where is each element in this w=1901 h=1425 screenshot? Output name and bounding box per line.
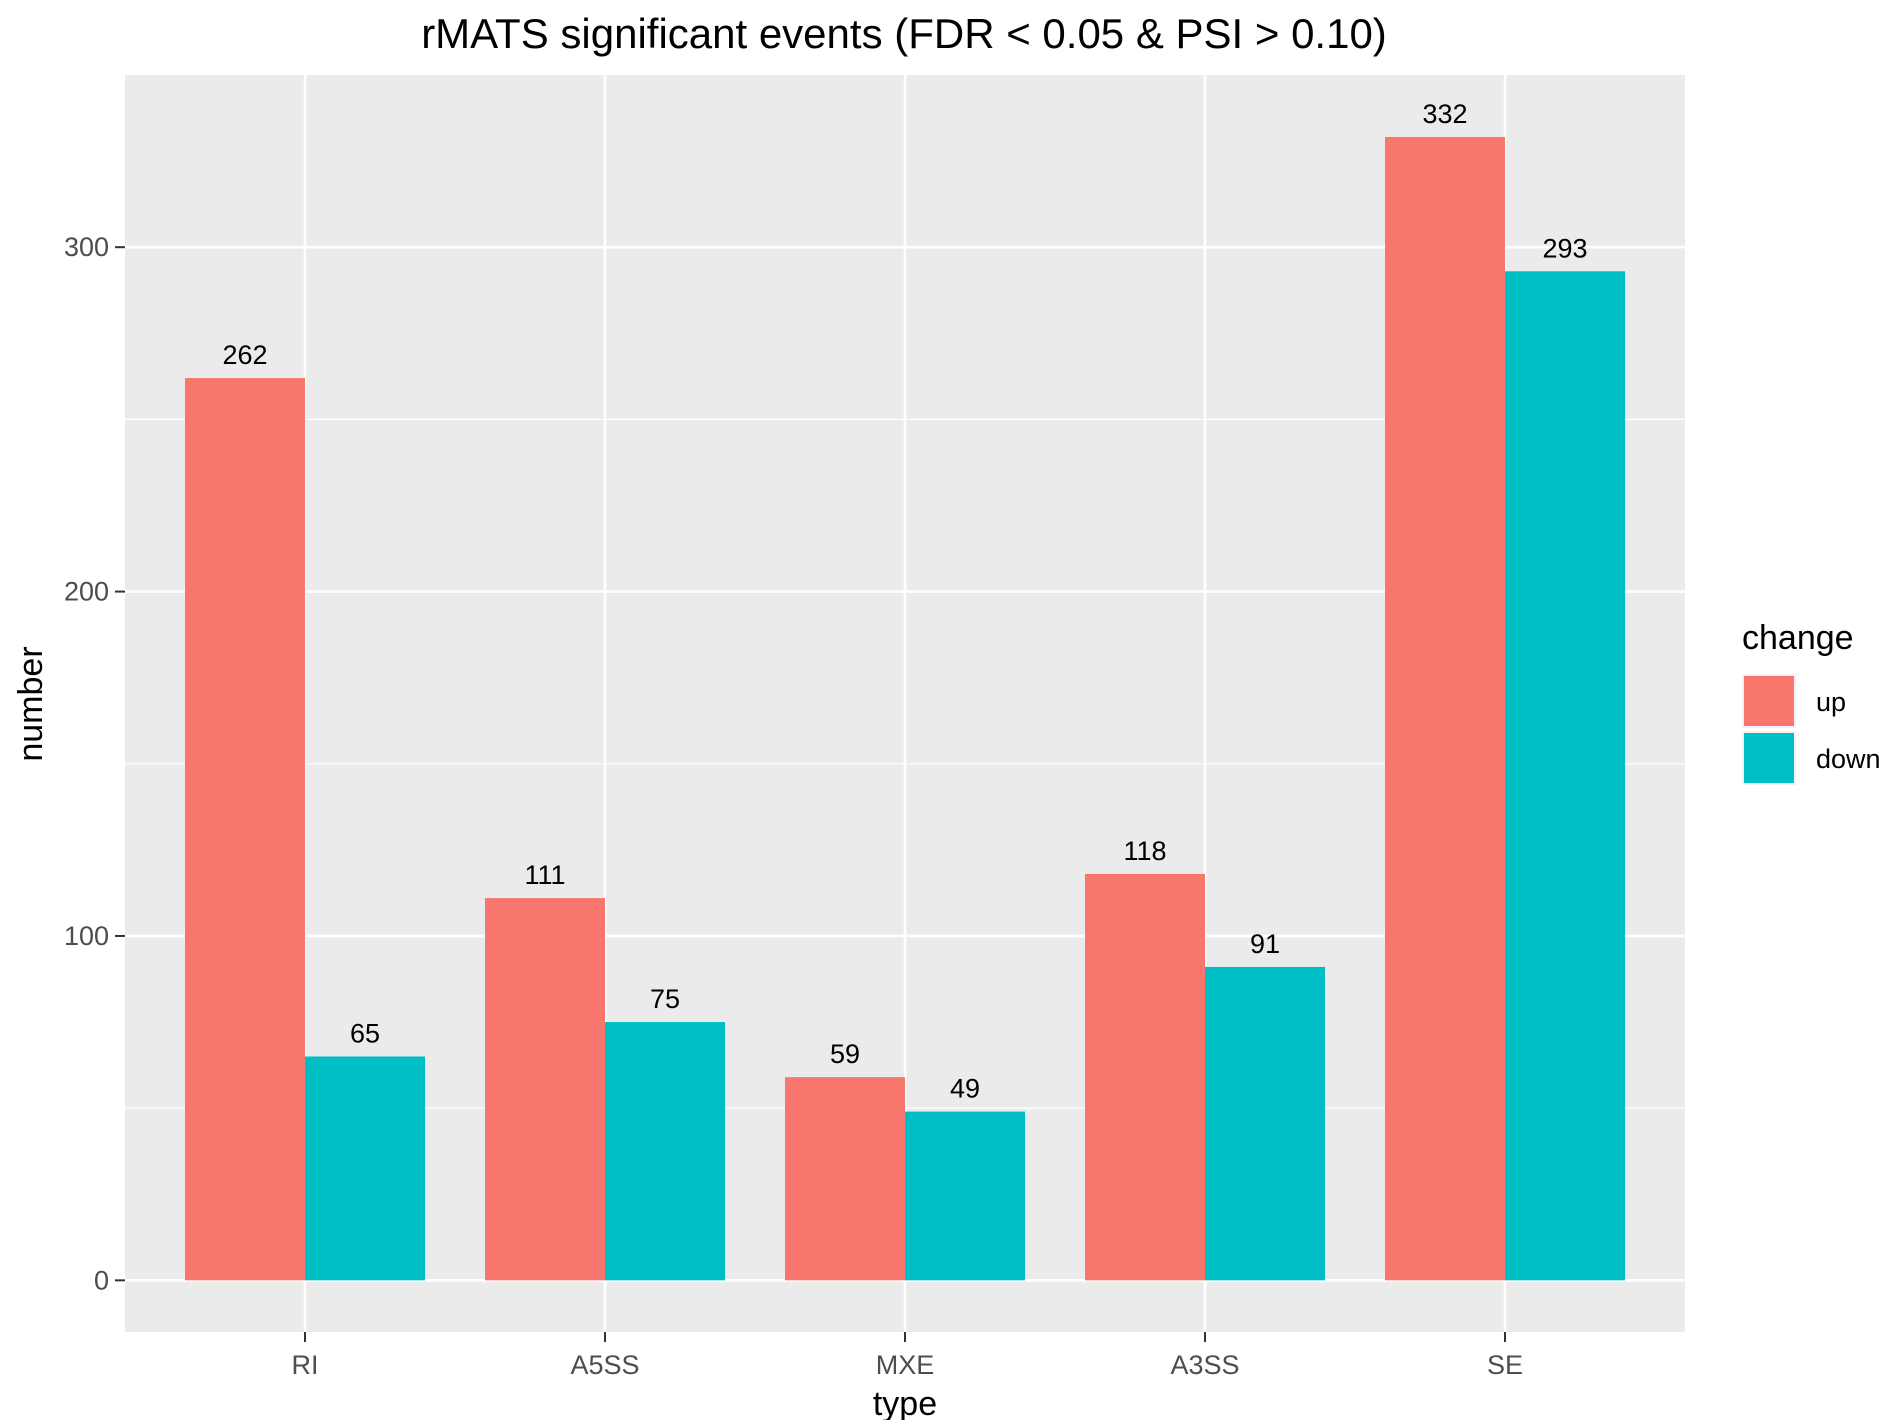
bar-value-labels: 262 65 111 75 59 49 118 91 332 293: [222, 99, 1587, 1104]
x-axis: RI A5SS MXE A3SS SE: [292, 1332, 1523, 1380]
legend: change up down: [1742, 619, 1881, 785]
bar-value-label: 332: [1422, 99, 1467, 129]
legend-label: up: [1816, 687, 1846, 717]
y-tick-label: 200: [64, 577, 109, 607]
x-tick-label: A3SS: [1170, 1350, 1239, 1380]
bar-value-label: 65: [350, 1018, 380, 1048]
bar-value-label: 111: [524, 860, 565, 890]
bar-up-a3ss: [1085, 873, 1205, 1281]
bar-value-label: 293: [1542, 233, 1587, 263]
y-tick-label: 0: [94, 1265, 109, 1295]
bar-down-ri: [305, 1056, 425, 1281]
legend-swatch-up: [1744, 676, 1794, 726]
bar-value-label: 59: [830, 1039, 860, 1069]
legend-label: down: [1816, 744, 1881, 774]
x-tick-label: A5SS: [570, 1350, 639, 1380]
bar-down-a5ss: [605, 1022, 725, 1281]
bar-up-a5ss: [485, 898, 605, 1281]
bar-value-label: 118: [1123, 836, 1166, 866]
legend-title: change: [1742, 619, 1854, 657]
bar-down-se: [1505, 271, 1625, 1281]
y-axis: 0 100 200 300: [64, 232, 125, 1295]
x-tick-label: SE: [1487, 1350, 1523, 1380]
bar-down-a3ss: [1205, 966, 1325, 1281]
bar-up-se: [1385, 136, 1505, 1281]
bar-value-label: 262: [222, 340, 267, 370]
legend-entries: up down: [1742, 674, 1881, 785]
x-tick-label: RI: [292, 1350, 319, 1380]
bar-value-label: 49: [950, 1074, 980, 1104]
legend-swatch-down: [1744, 733, 1794, 783]
bar-up-mxe: [785, 1077, 905, 1281]
bar-up-ri: [185, 378, 305, 1281]
x-tick-label: MXE: [876, 1350, 935, 1380]
y-tick-label: 300: [64, 232, 109, 262]
y-axis-title: number: [12, 646, 50, 761]
x-axis-title: type: [873, 1385, 937, 1420]
bars: [185, 136, 1625, 1281]
chart-title: rMATS significant events (FDR < 0.05 & P…: [421, 10, 1387, 57]
bar-value-label: 91: [1250, 929, 1280, 959]
bar-value-label: 75: [650, 984, 680, 1014]
y-tick-label: 100: [64, 921, 109, 951]
bar-down-mxe: [905, 1111, 1025, 1281]
